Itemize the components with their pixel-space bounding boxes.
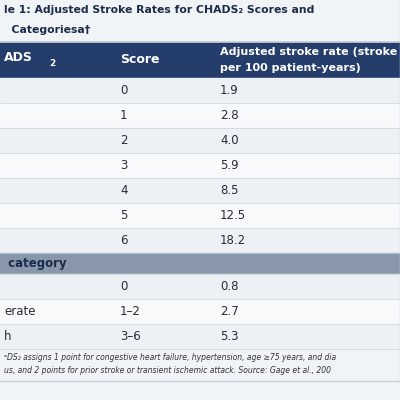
Text: Score: Score bbox=[120, 54, 160, 66]
Text: 0: 0 bbox=[120, 84, 127, 97]
Bar bbox=[0, 203, 400, 228]
Text: 12.5: 12.5 bbox=[220, 209, 246, 222]
Text: 2: 2 bbox=[49, 60, 55, 68]
Bar bbox=[0, 324, 400, 349]
Bar bbox=[0, 349, 400, 381]
Text: 4: 4 bbox=[120, 184, 128, 197]
Text: Adjusted stroke rate (stroke: Adjusted stroke rate (stroke bbox=[220, 47, 397, 57]
Bar bbox=[0, 274, 400, 299]
Text: 0.8: 0.8 bbox=[220, 280, 238, 293]
Text: 2: 2 bbox=[120, 134, 128, 147]
Text: h: h bbox=[4, 330, 12, 343]
Text: 8.5: 8.5 bbox=[220, 184, 238, 197]
Bar bbox=[0, 42, 400, 78]
Text: 5.9: 5.9 bbox=[220, 159, 239, 172]
Text: ᵃDS₂ assigns 1 point for congestive heart failure, hypertension, age ≥75 years, : ᵃDS₂ assigns 1 point for congestive hear… bbox=[4, 353, 336, 362]
Text: 18.2: 18.2 bbox=[220, 234, 246, 247]
Text: 2.7: 2.7 bbox=[220, 305, 239, 318]
Bar bbox=[0, 103, 400, 128]
Bar bbox=[0, 228, 400, 253]
Text: 0: 0 bbox=[120, 280, 127, 293]
Text: 4.0: 4.0 bbox=[220, 134, 239, 147]
Text: 2.8: 2.8 bbox=[220, 109, 239, 122]
Text: per 100 patient-years): per 100 patient-years) bbox=[220, 63, 361, 73]
Text: 5.3: 5.3 bbox=[220, 330, 238, 343]
Text: 3: 3 bbox=[120, 159, 127, 172]
Text: Categoriesa†: Categoriesa† bbox=[4, 25, 90, 35]
Text: category: category bbox=[4, 257, 67, 270]
Text: 1: 1 bbox=[120, 109, 128, 122]
Bar bbox=[0, 128, 400, 153]
Bar bbox=[0, 178, 400, 203]
Text: erate: erate bbox=[4, 305, 36, 318]
Text: 5: 5 bbox=[120, 209, 127, 222]
Bar bbox=[0, 253, 400, 274]
Bar bbox=[0, 299, 400, 324]
Text: 1–2: 1–2 bbox=[120, 305, 141, 318]
Bar bbox=[0, 0, 400, 42]
Text: 3–6: 3–6 bbox=[120, 330, 141, 343]
Text: 1.9: 1.9 bbox=[220, 84, 239, 97]
Text: us, and 2 points for prior stroke or transient ischemic attack. Source: Gage et : us, and 2 points for prior stroke or tra… bbox=[4, 366, 331, 375]
Bar bbox=[0, 78, 400, 103]
Text: 6: 6 bbox=[120, 234, 128, 247]
Text: le 1: Adjusted Stroke Rates for CHADS₂ Scores and: le 1: Adjusted Stroke Rates for CHADS₂ S… bbox=[4, 5, 314, 15]
Text: ADS: ADS bbox=[4, 52, 33, 64]
Bar bbox=[0, 153, 400, 178]
